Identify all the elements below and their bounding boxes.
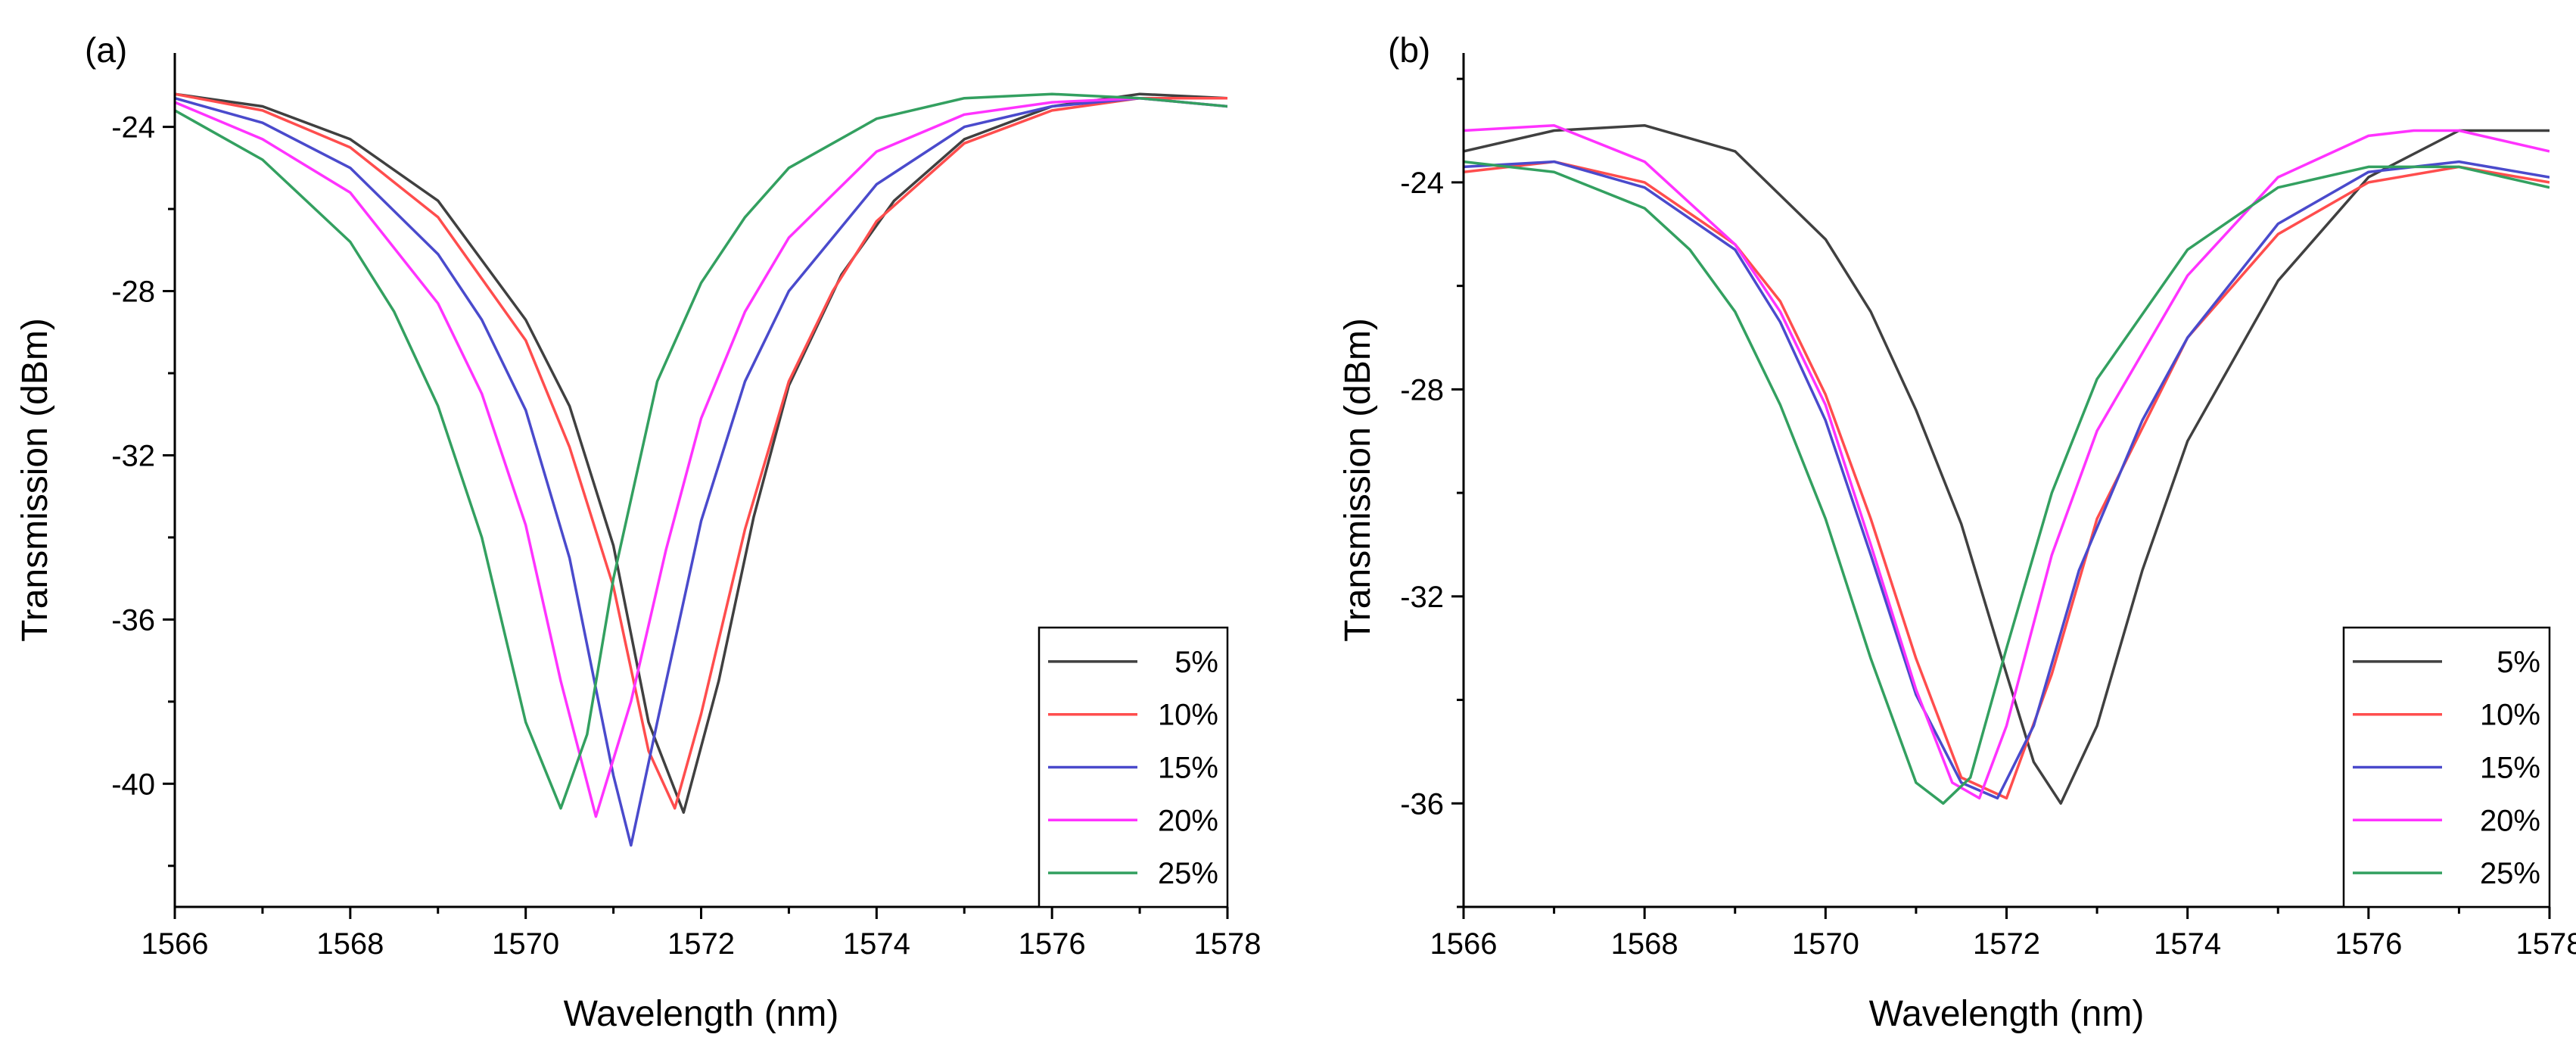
panel-label: (b) [1388, 30, 1430, 70]
legend-label-25pct: 25% [2480, 857, 2540, 890]
y-axis-title: Transmission (dBm) [15, 318, 55, 642]
chart-panel-a: (a) 1566 1568 1570 1572 1574 1576 1578 -40 -36 -32… [15, 30, 1261, 1034]
y-tick-label: -28 [111, 276, 155, 309]
y-tick-label: -36 [1400, 787, 1444, 821]
legend-label-20pct: 20% [2480, 804, 2540, 837]
x-tick-label: 1568 [316, 927, 384, 961]
series-line-10pct [1464, 160, 2550, 800]
x-tick-label: 1574 [2154, 927, 2221, 961]
x-tick-label: 1572 [1973, 927, 2040, 961]
legend: 5% 10% 15% 20% 25% [1038, 626, 1229, 908]
x-tick-label: 1570 [492, 927, 559, 961]
legend-label-15pct: 15% [2480, 752, 2540, 785]
x-axis-title: Wavelength (nm) [564, 994, 839, 1034]
x-tick-label: 1576 [2335, 927, 2402, 961]
y-tick-label: -24 [1400, 167, 1444, 200]
series-line-25pct [175, 92, 1227, 810]
legend-label-10pct: 10% [1158, 699, 1218, 732]
panel-label: (a) [85, 30, 127, 70]
x-tick-label: 1566 [1430, 927, 1498, 961]
x-tick-label: 1578 [2516, 927, 2576, 961]
legend-label-20pct: 20% [1158, 804, 1218, 837]
legend-label-5pct: 5% [2497, 646, 2540, 679]
legend-label-10pct: 10% [2480, 699, 2540, 732]
series-line-10pct [175, 92, 1227, 810]
y-axis-title: Transmission (dBm) [1338, 318, 1378, 642]
y-tick-label: -40 [111, 768, 155, 801]
x-tick-label: 1572 [667, 927, 735, 961]
x-tick-label: 1570 [1792, 927, 1859, 961]
series-line-15pct [1464, 160, 2550, 800]
series-line-5pct [1464, 123, 2550, 805]
series-line-20pct [1464, 123, 2550, 800]
x-tick-label: 1568 [1611, 927, 1678, 961]
y-tick-label: -32 [111, 439, 155, 472]
x-tick-label: 1576 [1019, 927, 1086, 961]
y-tick-label: -28 [1400, 373, 1444, 407]
x-tick-label: 1574 [843, 927, 910, 961]
series-line-5pct [175, 92, 1227, 815]
y-tick-label: -32 [1400, 581, 1444, 614]
series-line-20pct [175, 96, 1227, 818]
x-axis-title: Wavelength (nm) [1869, 994, 2145, 1034]
series-line-15pct [175, 96, 1227, 847]
legend: 5% 10% 15% 20% 25% [2342, 626, 2551, 908]
chart-panel-b: (b) 1566 1568 1570 1572 1574 1576 1578 -36 -32 -28… [1338, 30, 2576, 1034]
y-tick-label: -24 [111, 111, 155, 145]
x-tick-label: 1566 [142, 927, 209, 961]
series-line-25pct [1464, 160, 2550, 805]
legend-label-5pct: 5% [1174, 646, 1218, 679]
x-tick-label: 1578 [1194, 927, 1262, 961]
legend-label-25pct: 25% [1158, 857, 1218, 890]
legend-label-15pct: 15% [1158, 752, 1218, 785]
y-tick-label: -36 [111, 603, 155, 637]
